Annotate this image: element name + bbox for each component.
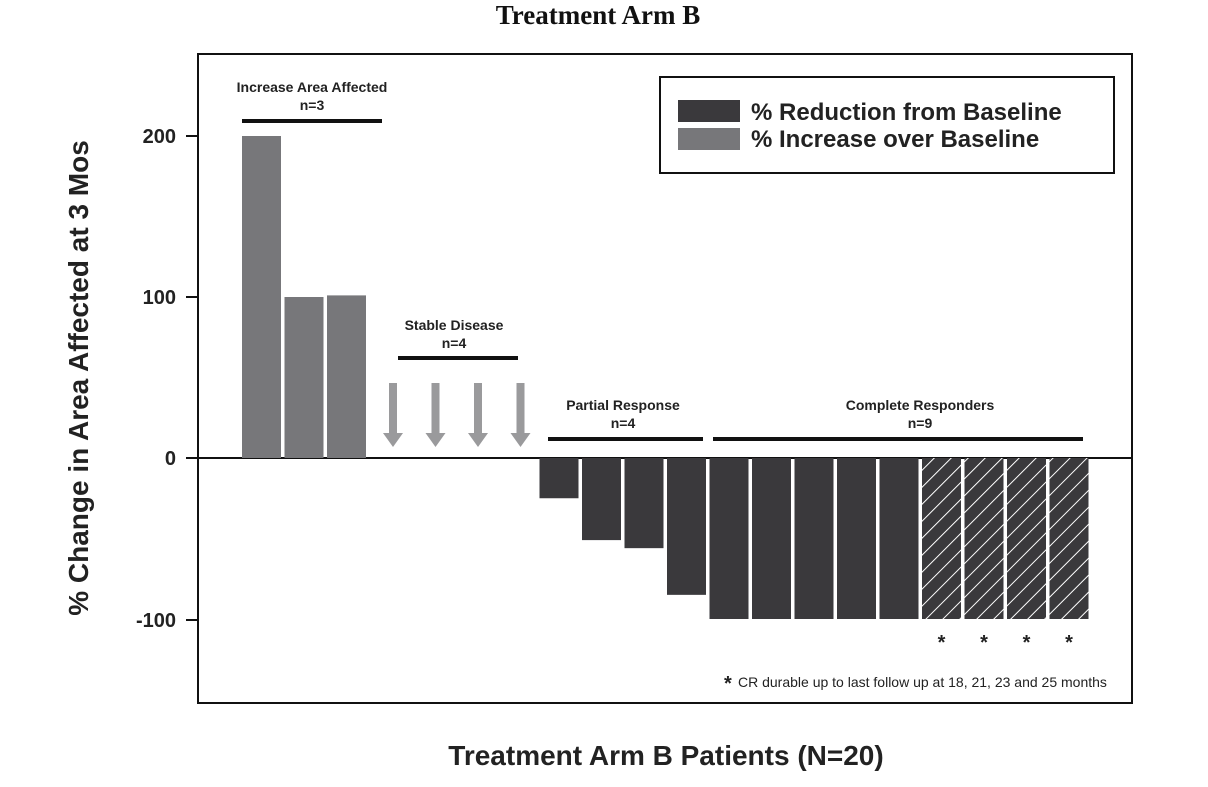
- stable-arrow-shaft: [431, 383, 440, 435]
- bar-patient-20: [1049, 458, 1089, 619]
- stable-arrow-shaft: [474, 383, 482, 435]
- legend-box: [659, 76, 1115, 174]
- legend-label-reduction: % Reduction from Baseline: [751, 99, 1062, 126]
- bar-patient-12: [709, 458, 749, 619]
- group-label-increase: Increase Area Affected: [237, 79, 388, 95]
- durable-cr-marker: *: [938, 632, 946, 654]
- group-annotations: Increase Area Affected n=3 Stable Diseas…: [237, 79, 1083, 441]
- footnote-star: *: [724, 673, 732, 695]
- stable-arrow-head: [425, 433, 446, 447]
- stable-arrow-head: [383, 433, 403, 447]
- stable-arrow-head: [468, 433, 488, 447]
- bar-patient-15: [837, 458, 876, 619]
- durable-cr-marker: *: [1065, 632, 1073, 654]
- stable-arrow-shaft: [516, 383, 525, 435]
- group-label-stable: Stable Disease: [405, 317, 504, 333]
- bar-patient-8: [539, 458, 579, 499]
- group-n-complete: n=9: [908, 415, 933, 431]
- stable-arrow-7: [510, 383, 531, 447]
- group-n-stable: n=4: [442, 335, 467, 351]
- bar-patient-19: [1007, 458, 1046, 619]
- y-tick-label-0: 0: [165, 448, 176, 470]
- bar-patient-2: [284, 297, 324, 458]
- bars-layer: * * * *: [242, 136, 1089, 654]
- stable-arrow-shaft: [389, 383, 397, 435]
- footnote-text: CR durable up to last follow up at 18, 2…: [738, 674, 1107, 690]
- stable-arrow-head: [510, 433, 531, 447]
- group-label-partial: Partial Response: [566, 397, 680, 413]
- bar-patient-9: [582, 458, 621, 541]
- bar-patient-10: [624, 458, 664, 549]
- footnote: * CR durable up to last follow up at 18,…: [724, 673, 1107, 695]
- x-axis-title: Treatment Arm B Patients (N=20): [448, 740, 883, 771]
- group-label-complete: Complete Responders: [846, 397, 995, 413]
- bar-patient-3: [327, 295, 366, 458]
- y-axis: 200 100 0 -100: [136, 126, 198, 632]
- bar-patient-16: [879, 458, 919, 619]
- chart-title: Treatment Arm B: [496, 0, 700, 30]
- legend-swatch-increase: [678, 128, 740, 150]
- durable-cr-marker: *: [980, 632, 988, 654]
- plot-frame: [197, 53, 1133, 704]
- bar-patient-1: [242, 136, 281, 458]
- y-axis-title: % Change in Area Affected at 3 Mos: [63, 140, 94, 616]
- y-tick-label-100: 100: [143, 287, 176, 309]
- y-tick-label-200: 200: [143, 126, 176, 148]
- bar-patient-13: [752, 458, 791, 619]
- bar-patient-17: [922, 458, 961, 619]
- stable-arrow-5: [425, 383, 446, 447]
- group-n-partial: n=4: [611, 415, 636, 431]
- bar-patient-11: [667, 458, 706, 595]
- stable-arrow-4: [383, 383, 403, 447]
- durable-cr-marker: *: [1023, 632, 1031, 654]
- bar-patient-18: [964, 458, 1004, 619]
- y-tick-label-neg100: -100: [136, 610, 176, 632]
- legend-swatch-reduction: [678, 100, 740, 122]
- group-n-increase: n=3: [300, 97, 325, 113]
- legend: % Reduction from Baseline % Increase ove…: [659, 76, 1115, 174]
- bar-patient-14: [794, 458, 834, 619]
- stable-arrow-6: [468, 383, 488, 447]
- legend-label-increase: % Increase over Baseline: [751, 126, 1039, 153]
